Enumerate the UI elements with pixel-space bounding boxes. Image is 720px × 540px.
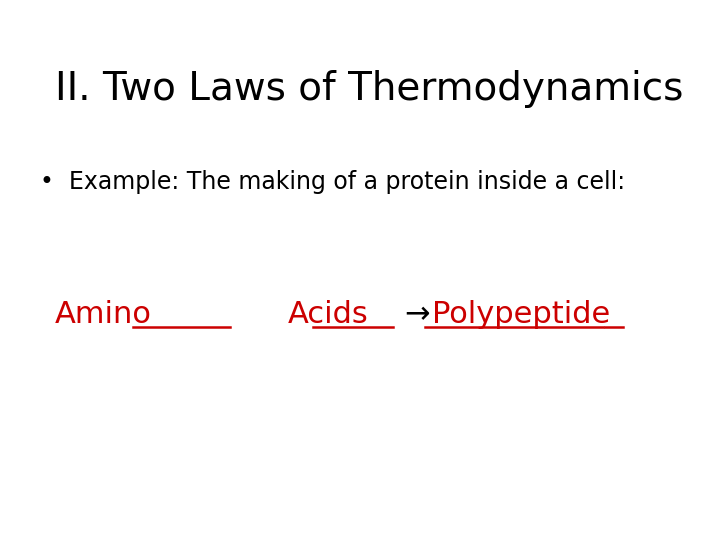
Text: Amino: Amino xyxy=(55,300,152,329)
Text: •  Example: The making of a protein inside a cell:: • Example: The making of a protein insid… xyxy=(40,170,625,194)
Text: Polypeptide: Polypeptide xyxy=(432,300,611,329)
Text: II. Two Laws of Thermodynamics: II. Two Laws of Thermodynamics xyxy=(55,70,683,108)
Text: →: → xyxy=(405,300,430,329)
Text: Acids: Acids xyxy=(287,300,368,329)
